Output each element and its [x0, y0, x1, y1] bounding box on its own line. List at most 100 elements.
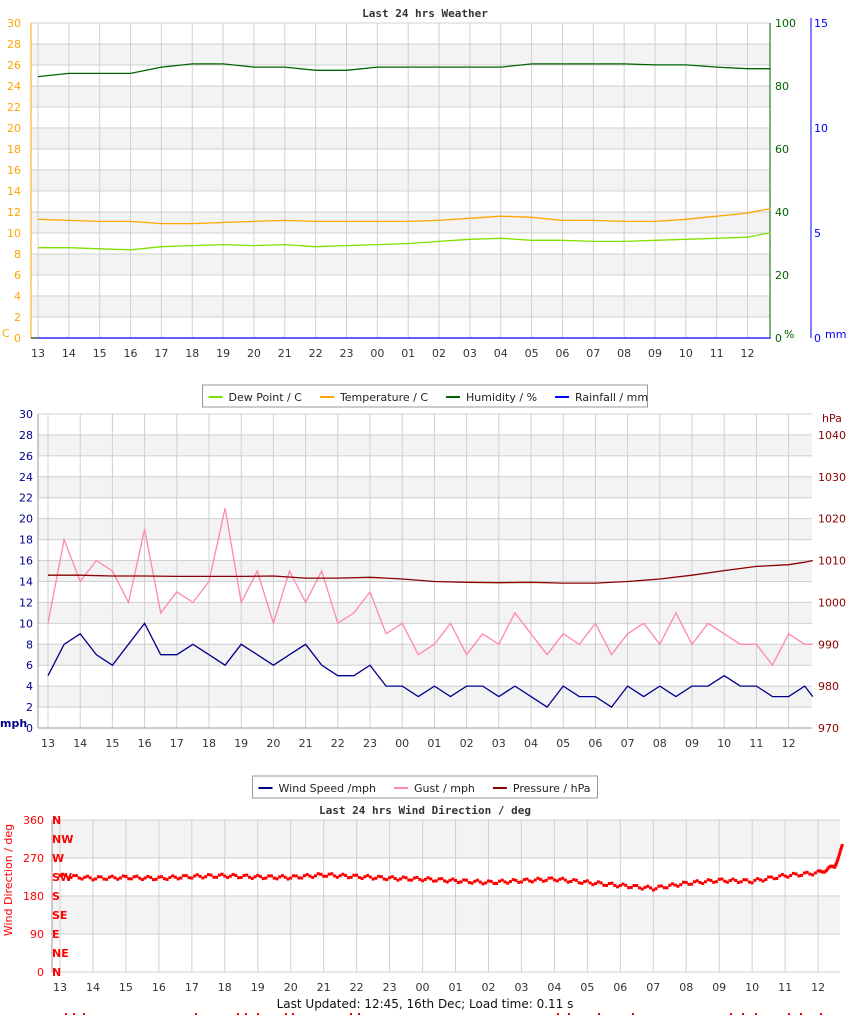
data-point — [756, 877, 760, 881]
y-axis-label: mph — [0, 717, 27, 730]
data-point — [610, 881, 614, 885]
x-tick-label: 11 — [778, 981, 792, 994]
y-tick-label-right: 80 — [775, 80, 789, 93]
data-point — [605, 883, 609, 887]
data-point — [248, 875, 252, 879]
data-point — [187, 876, 191, 880]
data-point — [508, 880, 512, 884]
data-point — [363, 875, 367, 879]
y-tick-label-rain: 5 — [814, 227, 821, 240]
x-tick-label: 07 — [646, 981, 660, 994]
marker-dot — [557, 1013, 559, 1015]
x-tick-label: 10 — [745, 981, 759, 994]
data-point — [555, 879, 559, 883]
data-point — [237, 876, 241, 880]
data-point — [300, 876, 304, 880]
data-point — [475, 878, 479, 882]
data-point — [585, 879, 589, 883]
x-tick-label: 21 — [278, 347, 292, 360]
data-point — [344, 873, 348, 877]
data-point — [253, 875, 257, 879]
data-point — [775, 876, 779, 880]
y-axis-label-right: % — [784, 328, 794, 341]
y-tick-label: 22 — [19, 492, 33, 505]
data-point — [563, 878, 567, 882]
data-point — [643, 885, 647, 889]
data-point — [484, 881, 488, 885]
marker-dot — [820, 1013, 822, 1015]
data-point — [536, 876, 540, 880]
data-point — [206, 873, 210, 877]
data-point — [662, 886, 666, 890]
data-point — [692, 880, 696, 884]
data-point — [550, 876, 554, 880]
grid-band — [31, 296, 770, 317]
data-point — [421, 879, 425, 883]
data-point — [357, 875, 361, 879]
marker-dot — [788, 1013, 790, 1015]
data-point — [640, 887, 644, 891]
data-point — [599, 881, 603, 885]
x-tick-label: 10 — [717, 737, 731, 750]
grid-band — [38, 602, 812, 624]
data-point — [681, 880, 685, 884]
chart-title: Last 24 hrs Wind Direction / deg — [319, 804, 531, 817]
data-point — [66, 876, 70, 880]
data-point — [209, 873, 213, 877]
data-point — [165, 877, 169, 881]
data-point — [739, 880, 743, 884]
y-tick-label-right: 990 — [818, 638, 839, 651]
data-point — [805, 870, 809, 874]
data-point — [519, 880, 523, 884]
data-point — [558, 877, 562, 881]
data-point — [176, 877, 180, 881]
data-point — [731, 877, 735, 881]
data-point — [204, 875, 208, 879]
data-point — [835, 859, 839, 863]
data-point — [371, 877, 375, 881]
data-point — [800, 873, 804, 877]
data-point — [261, 877, 265, 881]
data-point — [786, 875, 790, 879]
data-point — [657, 884, 661, 888]
x-tick-label: 01 — [401, 347, 415, 360]
data-point — [80, 877, 84, 881]
data-point — [184, 874, 188, 878]
x-tick-label: 08 — [617, 347, 631, 360]
y-tick-label: 28 — [19, 429, 33, 442]
data-point — [769, 875, 773, 879]
data-point — [324, 874, 328, 878]
y-tick-label-right: 0 — [775, 332, 782, 345]
legend-label: Gust / mph — [414, 782, 475, 795]
y-tick-label-right: 60 — [775, 143, 789, 156]
x-tick-label: 03 — [514, 981, 528, 994]
data-point — [583, 880, 587, 884]
x-tick-label: 13 — [41, 737, 55, 750]
x-tick-label: 06 — [555, 347, 569, 360]
data-point — [802, 871, 806, 875]
data-point — [440, 877, 444, 881]
data-point — [250, 876, 254, 880]
data-point — [443, 879, 447, 883]
x-tick-label: 23 — [340, 347, 354, 360]
data-point — [316, 872, 320, 876]
data-point — [574, 878, 578, 882]
x-tick-label: 14 — [73, 737, 87, 750]
data-point — [157, 875, 161, 879]
grid-band — [31, 128, 770, 149]
legend-label: Dew Point / C — [229, 391, 303, 404]
data-point — [618, 883, 622, 887]
x-tick-label: 11 — [710, 347, 724, 360]
marker-dot — [800, 1013, 802, 1015]
data-point — [396, 878, 400, 882]
data-point — [602, 883, 606, 887]
data-point — [368, 875, 372, 879]
data-point — [415, 875, 419, 879]
data-point — [173, 875, 177, 879]
x-tick-label: 12 — [811, 981, 825, 994]
x-tick-label: 19 — [251, 981, 265, 994]
series-line — [37, 63, 771, 78]
data-point — [297, 876, 301, 880]
data-point — [113, 876, 117, 880]
data-point — [118, 876, 122, 880]
